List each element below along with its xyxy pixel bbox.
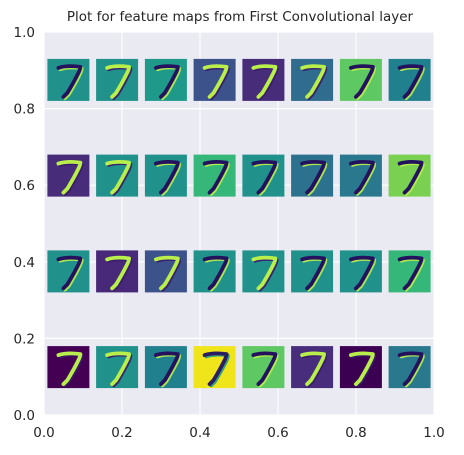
feature-map-tile	[242, 154, 285, 197]
feature-map-tile	[291, 58, 334, 101]
feature-map-tile	[291, 250, 334, 293]
digit-stroke	[397, 160, 424, 195]
feature-map-tile	[388, 58, 431, 101]
digit-stroke	[348, 255, 375, 291]
digit-stroke	[153, 255, 180, 291]
feature-map-tile	[339, 250, 382, 293]
y-tick-label: 0.4	[14, 255, 35, 271]
feature-map-tile	[96, 250, 139, 293]
feature-map-tile	[144, 154, 187, 197]
feature-map-tile	[193, 154, 236, 197]
digit-stroke	[397, 64, 424, 99]
feature-map-tile	[388, 346, 431, 389]
y-tick-label: 0.0	[14, 408, 35, 424]
y-tick-label: 0.6	[14, 178, 35, 194]
feature-map-tile	[144, 250, 187, 293]
digit-stroke	[105, 255, 131, 291]
feature-map-tile	[47, 154, 90, 197]
x-tick-label: 0.4	[189, 425, 210, 441]
digit-stroke	[105, 64, 131, 99]
y-tick-label: 0.8	[14, 102, 35, 118]
x-tick-label: 0.2	[111, 425, 132, 441]
digit-stroke	[300, 255, 327, 291]
feature-map-tile	[339, 154, 382, 197]
feature-map-tile	[96, 346, 139, 389]
y-tick-label: 0.2	[14, 331, 35, 347]
digit-stroke	[56, 64, 83, 99]
feature-map-tile	[96, 58, 139, 101]
feature-map-tile	[242, 346, 285, 389]
feature-map-tile	[242, 58, 285, 101]
digit-stroke	[348, 351, 375, 387]
feature-map-tile	[339, 58, 382, 101]
digit-stroke	[251, 160, 278, 195]
x-tick-label: 0.6	[267, 425, 288, 441]
feature-map-tile	[47, 346, 90, 389]
digit-stroke	[300, 64, 327, 99]
digit-stroke	[251, 351, 278, 387]
chart-title: Plot for feature maps from First Convolu…	[67, 9, 414, 25]
feature-map-tile	[193, 250, 236, 293]
feature-map-tile	[193, 58, 236, 101]
digit-stroke	[397, 351, 424, 387]
x-tick-label: 1.0	[423, 425, 444, 441]
y-axis-ticks: 0.0 0.2 0.4 0.6 0.8 1.0	[14, 25, 35, 424]
x-tick-label: 0.8	[345, 425, 366, 441]
y-tick-label: 1.0	[14, 25, 35, 41]
digit-stroke	[397, 255, 424, 291]
digit-stroke	[105, 351, 131, 387]
digit-stroke	[251, 64, 278, 99]
digit-stroke	[153, 64, 180, 99]
feature-map-tile	[388, 250, 431, 293]
feature-map-tile	[291, 346, 334, 389]
digit-stroke	[56, 255, 83, 291]
feature-map-tile	[388, 154, 431, 197]
digit-stroke	[153, 351, 180, 387]
feature-map-tile	[96, 154, 139, 197]
digit-stroke	[56, 351, 83, 387]
digit-stroke	[56, 160, 83, 195]
digit-stroke	[105, 160, 131, 195]
digit-stroke	[202, 160, 229, 195]
digit-stroke	[348, 64, 375, 99]
feature-map-tile	[193, 346, 236, 389]
x-axis-ticks: 0.0 0.2 0.4 0.6 0.8 1.0	[33, 425, 444, 441]
digit-stroke	[202, 351, 229, 387]
x-tick-label: 0.0	[33, 425, 54, 441]
feature-map-tile	[144, 346, 187, 389]
feature-map-tile	[291, 154, 334, 197]
feature-map-tile	[144, 58, 187, 101]
feature-map-tile	[47, 58, 90, 101]
feature-map-tile	[47, 250, 90, 293]
feature-map-tile	[242, 250, 285, 293]
digit-stroke	[251, 255, 278, 291]
feature-map-tile	[339, 346, 382, 389]
digit-stroke	[300, 160, 327, 195]
digit-stroke	[202, 64, 229, 99]
digit-stroke	[348, 160, 375, 195]
feature-map-tiles	[47, 58, 431, 389]
digit-stroke	[300, 351, 327, 387]
digit-stroke	[153, 160, 180, 195]
digit-stroke	[202, 255, 229, 291]
